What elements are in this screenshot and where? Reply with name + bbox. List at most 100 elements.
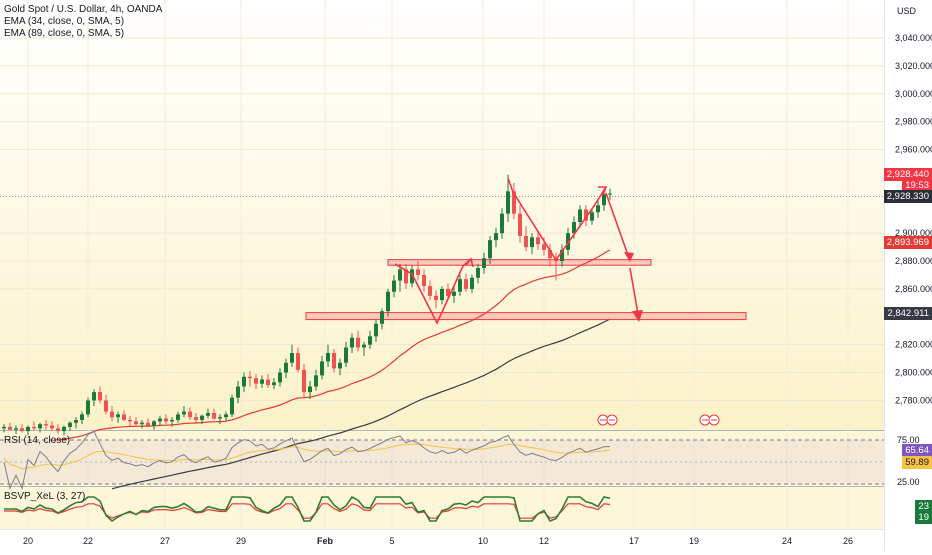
bsvp-legend[interactable]: BSVP_XeL (3, 27) [4, 491, 86, 502]
bullish-candle [14, 428, 18, 430]
bullish-candle [560, 249, 564, 262]
bearish-candle [446, 288, 450, 296]
bearish-candle [44, 424, 48, 426]
pattern-arrowhead [598, 186, 608, 196]
bullish-candle [596, 205, 600, 213]
bullish-candle [116, 414, 120, 418]
bullish-candle [482, 258, 486, 269]
bullish-candle [278, 372, 282, 383]
zigzag-arrowhead [465, 257, 474, 268]
bearish-candle [254, 378, 258, 384]
time-scale[interactable]: 20 22 27 29 Feb 5 10 12 17 19 24 26 [23, 536, 853, 546]
bullish-candle [236, 386, 240, 398]
ema34-group [51, 249, 611, 441]
date-tick-label: Feb [317, 536, 334, 546]
ema89-legend[interactable]: EMA (89, close, 0, SMA, 5) [4, 28, 125, 39]
ema89-group [111, 318, 611, 490]
rsi-legend[interactable]: RSI (14, close) [4, 435, 71, 446]
rsi-tick-25: 25.00 [897, 477, 920, 487]
bearish-candle [296, 353, 300, 370]
bearish-candle [164, 418, 168, 422]
main-legend[interactable]: Gold Spot / U.S. Dollar, 4h, OANDA EMA (… [4, 4, 162, 40]
bullish-candle [494, 233, 498, 241]
bullish-candle [602, 194, 606, 206]
bsvp-group [4, 495, 611, 523]
pattern-drawings[interactable] [394, 177, 643, 325]
support-zones[interactable] [305, 259, 747, 321]
bearish-candle [8, 426, 12, 430]
price-scale[interactable]: 3,040.000 3,020.000 3,000.000 2,980.000 2,96… [895, 33, 932, 405]
price-tick-label: 2,880.000 [895, 256, 932, 266]
bearish-candle [356, 337, 360, 348]
bullish-candle [410, 269, 414, 284]
ema89-price-label: 2,842.911 [884, 307, 932, 320]
price-tick-label: 2,900.000 [895, 228, 932, 238]
symbol-title[interactable]: Gold Spot / U.S. Dollar, 4h, OANDA [4, 4, 163, 15]
bullish-candle [578, 209, 582, 223]
currency-label[interactable]: USD [897, 6, 917, 16]
ema34-legend[interactable]: EMA (34, close, 0, SMA, 5) [4, 16, 125, 27]
bearish-candle [332, 353, 336, 369]
price-tick-label: 2,820.000 [895, 340, 932, 350]
bullish-candle [38, 424, 42, 429]
bullish-candle [380, 311, 384, 324]
date-tick-label: 26 [843, 536, 853, 546]
price-tick-label: 3,020.000 [895, 61, 932, 71]
bearish-candle [104, 400, 108, 412]
bullish-candle [80, 414, 84, 420]
date-tick-label: 19 [689, 536, 699, 546]
bearish-candle [542, 244, 546, 250]
rsi-ma-line [3, 443, 611, 470]
candles[interactable] [2, 174, 612, 436]
date-tick-label: 27 [160, 536, 170, 546]
bullish-candle [2, 426, 6, 429]
bearish-candle [20, 428, 24, 432]
bearish-candle [266, 379, 270, 386]
bearish-candle [110, 411, 114, 418]
bullish-candle [440, 288, 444, 301]
bullish-candle [68, 422, 72, 427]
price-tick-label: 2,980.000 [895, 117, 932, 127]
bsvp-up-value-label: 23 [915, 500, 932, 513]
bearish-candle [434, 295, 438, 301]
bullish-candle [476, 268, 480, 278]
bsvp-pane-background [0, 487, 884, 529]
previous-close-label: 2,928.330 [883, 190, 932, 203]
ema89-line [111, 318, 611, 490]
bearish-candle [518, 213, 522, 236]
bearish-candle [428, 286, 432, 296]
bullish-candle [386, 291, 390, 312]
main-pane-background [0, 0, 884, 430]
price-tick-label: 3,040.000 [895, 33, 932, 43]
bullish-candle [314, 375, 318, 387]
bullish-candle [290, 353, 294, 363]
rsi-ma-value-label: 59.89 [902, 456, 932, 469]
rsi-value-label: 65.64 [902, 444, 932, 457]
price-tick-label: 2,960.000 [895, 145, 932, 155]
ema34-line [51, 249, 611, 441]
bullish-candle [170, 419, 174, 422]
bearish-candle [50, 425, 54, 429]
bullish-candle [260, 379, 264, 384]
bullish-candle [284, 362, 288, 373]
rsi-group [3, 430, 611, 490]
bullish-candle [326, 353, 330, 362]
bullish-candle [470, 277, 474, 289]
date-tick-label: 24 [782, 536, 792, 546]
bullish-candle [608, 193, 612, 195]
bullish-candle [230, 397, 234, 415]
bullish-candle [368, 336, 372, 345]
bar-countdown-label: 19:53 [902, 179, 932, 192]
economic-events[interactable] [597, 414, 720, 426]
bullish-candle [566, 233, 570, 250]
bearish-candle [122, 414, 126, 420]
bearish-candle [548, 249, 552, 259]
date-tick-label: 10 [478, 536, 488, 546]
bsvp-buy-line [4, 495, 611, 523]
price-tick-label: 2,860.000 [895, 284, 932, 294]
date-tick-label: 22 [83, 536, 93, 546]
bullish-candle [218, 417, 222, 419]
date-tick-label: 20 [23, 536, 33, 546]
